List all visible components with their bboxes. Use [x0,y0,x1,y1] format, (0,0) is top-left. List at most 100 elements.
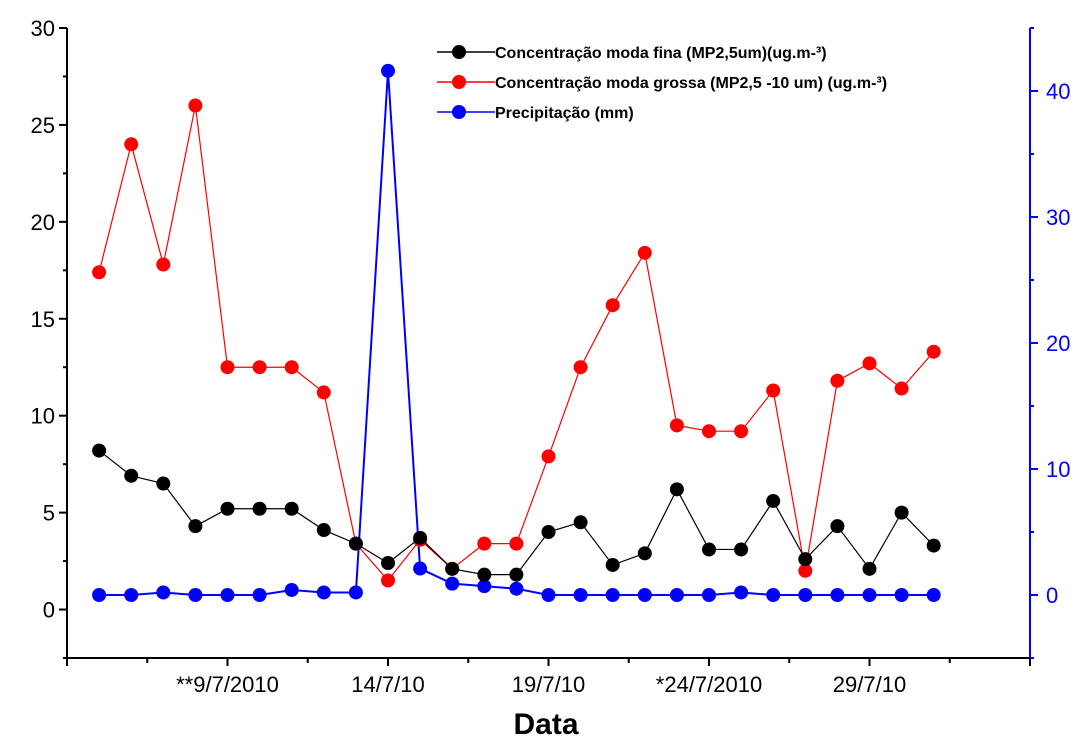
data-point [766,588,781,602]
data-point [541,588,556,602]
data-point [156,585,171,600]
data-point [637,588,652,602]
data-point [252,501,267,516]
data-point [124,468,139,483]
series-1 [92,98,941,588]
data-point [413,561,428,576]
series-line [99,70,934,596]
data-point [926,588,941,602]
data-point [316,523,331,538]
data-point [766,493,781,508]
data-point [669,588,684,602]
data-point [894,381,909,396]
data-point [637,546,652,561]
y-left-tick-label: 20 [31,210,55,235]
data-point [477,536,492,551]
data-point [605,298,620,313]
y-right-tick-label: 0 [1046,583,1058,608]
series-0 [92,443,941,582]
legend-label: Precipitação (mm) [495,105,634,122]
y-left-tick-label: 15 [31,307,55,332]
data-point [798,552,813,567]
data-point [573,360,588,375]
data-point [509,581,524,596]
data-point [669,418,684,433]
data-point [381,573,395,588]
data-point [734,585,749,600]
data-point [413,530,428,545]
data-point [637,245,652,260]
data-point [92,265,107,280]
data-point [156,476,171,491]
data-point [252,588,267,602]
series-layer [92,63,941,602]
data-point [445,576,460,591]
data-point [541,525,556,539]
data-point [252,360,267,375]
data-point [605,588,620,602]
data-point [862,356,877,371]
data-point [573,515,588,530]
legend-label: Concentração moda fina (MP2,5um)(ug.m-³) [495,45,827,62]
series-2 [92,63,941,602]
data-point [381,63,395,78]
data-point [894,588,909,602]
data-point [92,588,107,602]
data-point [702,542,716,557]
axes: 0 5 10 15 20 25 30 0 10 20 30 40 **9/7/2010 14/7/10 19… [31,16,1071,697]
data-point [348,536,363,551]
x-tick-label: 14/7/10 [351,672,424,697]
x-tick-label: *24/7/2010 [656,672,762,697]
data-point [734,542,749,557]
data-point [734,424,749,439]
data-point [894,505,909,520]
data-point [702,588,716,602]
y-left-tick-label: 5 [43,501,55,526]
data-point [348,585,363,600]
data-point [766,383,781,398]
y-left-tick-label: 25 [31,113,55,138]
legend: Concentração moda fina (MP2,5um)(ug.m-³)… [437,45,887,122]
data-point [284,360,299,375]
y-right-tick-label: 30 [1046,205,1070,230]
data-point [477,579,492,594]
data-point [284,582,299,597]
data-point [188,588,203,602]
data-point [798,588,813,602]
data-point [284,501,299,516]
x-tick-label: 29/7/10 [833,672,906,697]
y-left-tick-label: 30 [31,16,55,41]
data-point [188,519,203,534]
y-right-tick-label: 10 [1046,457,1070,482]
data-point [316,585,331,600]
data-point [92,443,107,458]
data-point [124,588,139,602]
legend-marker [452,105,466,119]
data-point [702,424,716,439]
data-point [124,137,139,152]
data-point [477,567,492,582]
data-point [862,561,877,576]
legend-label: Concentração moda grossa (MP2,5 -10 um) … [495,75,887,92]
data-point [156,257,171,272]
data-point [926,538,941,553]
data-point [220,501,235,516]
y-right-tick-label: 40 [1046,79,1070,104]
data-point [509,536,524,551]
data-point [188,98,203,113]
data-point [220,360,235,375]
x-tick-label: **9/7/2010 [176,672,279,697]
y-left-tick-label: 0 [43,598,55,623]
data-point [830,519,845,534]
x-tick-label: 19/7/10 [512,672,585,697]
data-point [605,557,620,572]
data-point [573,588,588,602]
y-right-tick-label: 20 [1046,331,1070,356]
data-point [798,563,813,578]
data-point [926,344,941,359]
data-point [220,588,235,602]
data-point [381,556,395,571]
x-axis-label: Data [513,708,578,741]
data-point [509,567,524,582]
